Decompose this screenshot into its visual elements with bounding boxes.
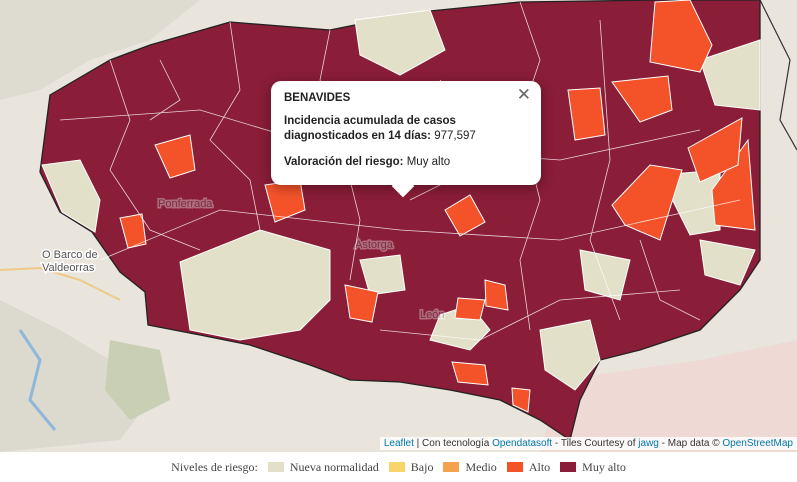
regions-nueva-normalidad — [41, 9, 761, 391]
legend-label: Medio — [465, 459, 497, 474]
attribution-text: - Tiles Courtesy of — [552, 438, 639, 449]
attribution-link[interactable]: Leaflet — [383, 438, 414, 449]
region[interactable] — [344, 284, 379, 323]
region[interactable] — [179, 229, 331, 341]
place-label: Astorga — [355, 239, 394, 251]
border — [639, 239, 701, 321]
border — [149, 59, 181, 121]
place-label: Valdeorras — [42, 262, 95, 274]
region[interactable] — [699, 239, 756, 286]
region[interactable] — [154, 134, 196, 179]
region[interactable] — [649, 0, 713, 73]
region[interactable] — [454, 297, 486, 321]
region[interactable] — [611, 164, 683, 241]
road — [0, 266, 121, 301]
legend-swatch — [506, 462, 523, 472]
place-label: O Barco de — [42, 249, 98, 261]
legend-label: Alto — [528, 459, 551, 474]
legend-swatch — [388, 462, 405, 472]
border — [99, 199, 741, 261]
region[interactable] — [567, 87, 606, 141]
region[interactable] — [451, 361, 489, 386]
region[interactable] — [699, 39, 761, 111]
legend: Niveles de riesgo: Nueva normalidad Bajo Me… — [0, 452, 797, 482]
legend-label: Nueva normalidad — [289, 459, 379, 474]
attribution-text: - Map data © — [658, 438, 723, 449]
legend-swatch — [560, 462, 577, 472]
region[interactable] — [484, 279, 509, 311]
urban-area — [540, 340, 797, 452]
region[interactable] — [41, 159, 101, 233]
region[interactable] — [511, 387, 531, 413]
border — [109, 59, 201, 251]
region[interactable] — [579, 249, 631, 301]
attribution-link[interactable]: jawg — [638, 438, 659, 449]
border — [379, 289, 681, 341]
legend-title: Niveles de riesgo: — [171, 459, 258, 474]
region[interactable] — [611, 75, 673, 123]
border — [759, 0, 797, 151]
legend-swatch — [267, 462, 284, 472]
region[interactable] — [119, 213, 147, 249]
region[interactable] — [359, 254, 406, 296]
attribution-link[interactable]: OpenStreetMap — [722, 438, 793, 449]
terrain — [0, 300, 150, 452]
regions-alto — [119, 0, 756, 413]
place-label: León — [420, 309, 444, 321]
popup-metric: Incidencia acumulada de casos diagnostic… — [284, 114, 534, 144]
region[interactable] — [354, 9, 446, 76]
region[interactable] — [539, 319, 601, 391]
region[interactable] — [444, 194, 486, 237]
popup-risk: Valoración del riesgo: Muy alto — [284, 156, 450, 168]
legend-label: Bajo — [410, 459, 434, 474]
popup: BENAVIDES Incidencia acumulada de casos … — [271, 81, 541, 198]
border — [209, 21, 261, 231]
attribution-text: | Con tecnología — [413, 438, 493, 449]
attribution-link[interactable]: Opendatasoft — [492, 438, 553, 449]
river — [18, 329, 57, 431]
metric-label: Incidencia acumulada de casos diagnostic… — [284, 115, 456, 142]
region[interactable] — [687, 117, 743, 183]
popup-title: BENAVIDES — [284, 92, 351, 104]
border — [589, 19, 621, 321]
risk-label: Valoración del riesgo: — [284, 156, 404, 168]
attribution: Leaflet | Con tecnología Opendatasoft - … — [379, 437, 797, 450]
close-button[interactable]: ✕ — [516, 85, 531, 104]
legend-label: Muy alto — [582, 459, 626, 474]
metric-value: 977,597 — [434, 130, 476, 142]
legend-swatch — [443, 462, 460, 472]
risk-value: Muy alto — [406, 156, 451, 168]
park-area — [105, 340, 170, 420]
terrain — [0, 0, 200, 100]
place-label: Ponferrada — [158, 198, 213, 210]
